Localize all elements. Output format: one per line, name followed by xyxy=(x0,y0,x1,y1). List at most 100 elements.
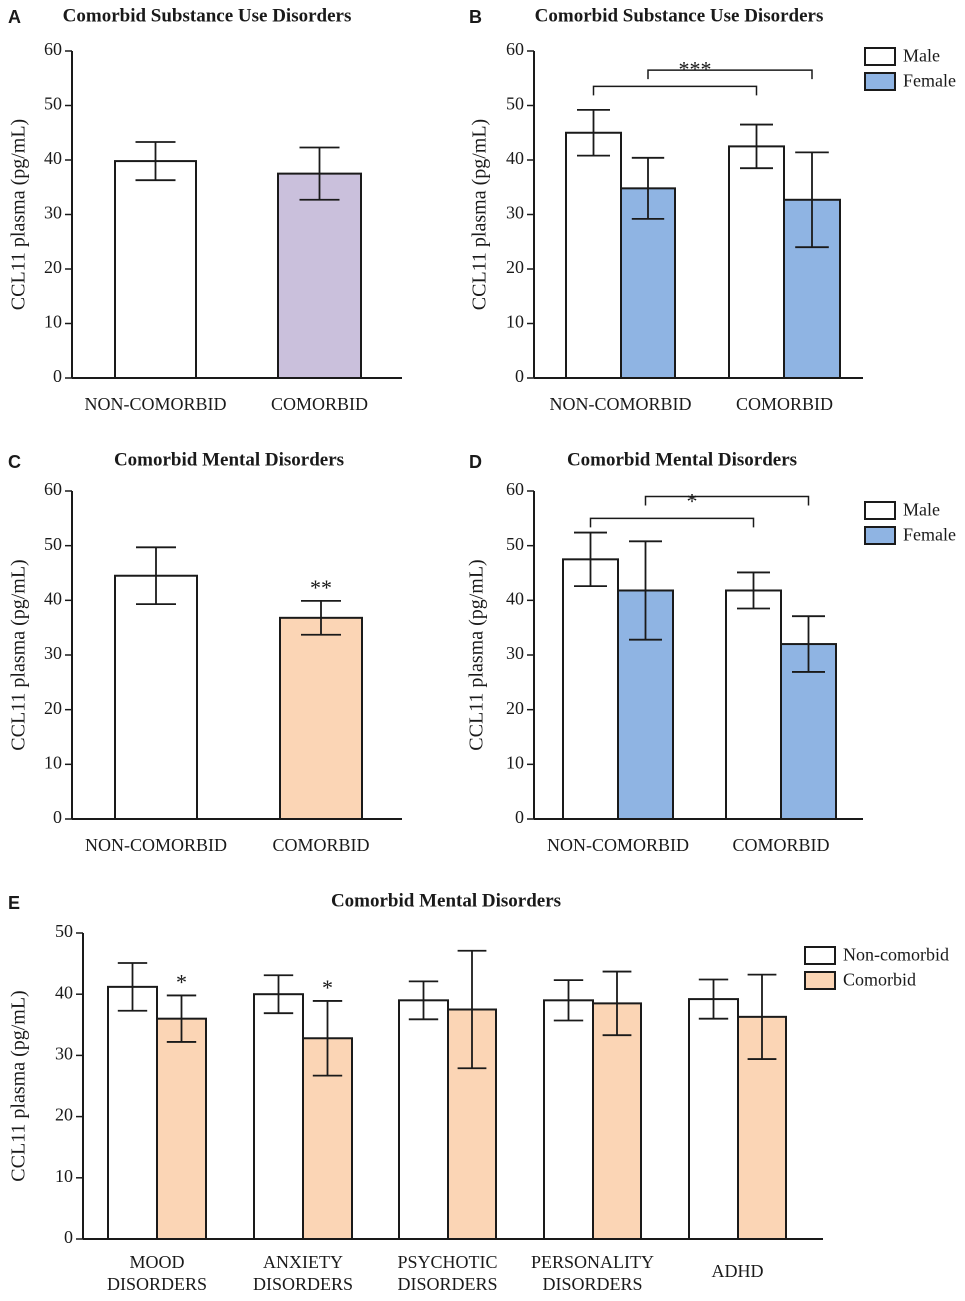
y-axis-label: CCL11 plasma (pg/mL) xyxy=(8,990,30,1181)
chart-title: Comorbid Substance Use Disorders xyxy=(535,5,824,26)
y-tick-label: 20 xyxy=(44,698,62,718)
bar-all-0 xyxy=(114,160,197,379)
x-category-line: COMORBID xyxy=(271,394,368,414)
y-tick-label: 40 xyxy=(506,588,524,608)
panel-c: C Comorbid Mental Disorders CCL11 plasma (… xyxy=(8,449,402,855)
y-tick-label: 0 xyxy=(53,807,62,827)
legend-label: Non-comorbid xyxy=(843,945,949,965)
y-tick-label: 10 xyxy=(506,752,524,772)
y-tick-label: 60 xyxy=(44,39,62,59)
bar-non-comorbid-0 xyxy=(107,985,158,1241)
legend-swatch xyxy=(864,72,896,91)
panel-b: B Comorbid Substance Use Disorders CCL11 p… xyxy=(469,5,956,414)
x-category-label: COMORBID xyxy=(271,394,368,414)
x-category-label: COMORBID xyxy=(732,835,829,855)
x-category-label: PSYCHOTIC DISORDERS xyxy=(397,1252,497,1294)
legend-swatch xyxy=(864,526,896,545)
chart-title: Comorbid Substance Use Disorders xyxy=(63,5,352,26)
y-tick-label: 60 xyxy=(506,479,524,499)
significance-bracket xyxy=(589,517,755,528)
y-tick-label: 30 xyxy=(506,203,524,223)
y-tick-label: 50 xyxy=(44,94,62,114)
y-tick-label: 0 xyxy=(515,807,524,827)
y-tick-label: 60 xyxy=(506,39,524,59)
y-tick-label: 0 xyxy=(53,366,62,386)
x-category-line: ADHD xyxy=(712,1261,764,1281)
y-tick-label: 30 xyxy=(55,1044,73,1064)
x-category-line: DISORDERS xyxy=(542,1274,642,1294)
bar-female-1 xyxy=(783,198,841,379)
y-tick-label: 20 xyxy=(44,257,62,277)
x-category-line: DISORDERS xyxy=(397,1274,497,1294)
bar-female-1 xyxy=(780,643,837,820)
bar-comorbid-3 xyxy=(592,1002,642,1240)
bar-non-comorbid-2 xyxy=(398,999,449,1240)
panel-d: D Comorbid Mental Disorders CCL11 plasma (… xyxy=(466,449,956,855)
x-category-line: COMORBID xyxy=(272,835,369,855)
significance-marker: *** xyxy=(679,56,712,81)
panel-e: E Comorbid Mental Disorders CCL11 plasma (… xyxy=(8,890,949,1294)
y-tick-label: 30 xyxy=(44,203,62,223)
legend-swatch xyxy=(804,971,836,990)
y-tick-label: 40 xyxy=(44,148,62,168)
y-axis-label: CCL11 plasma (pg/mL) xyxy=(469,119,491,310)
legend-swatch xyxy=(864,501,896,520)
significance-bracket xyxy=(644,495,810,506)
y-tick-label: 20 xyxy=(506,257,524,277)
chart-title: Comorbid Mental Disorders xyxy=(114,449,344,470)
chart-title: Comorbid Mental Disorders xyxy=(331,890,561,911)
y-axis-label: CCL11 plasma (pg/mL) xyxy=(466,559,488,750)
significance-marker: * xyxy=(176,969,187,994)
x-category-line: PERSONALITY xyxy=(531,1252,654,1272)
legend-label: Comorbid xyxy=(843,970,916,990)
y-tick-label: 30 xyxy=(44,643,62,663)
y-tick-label: 40 xyxy=(44,588,62,608)
y-tick-label: 20 xyxy=(55,1105,73,1125)
bar-all-1 xyxy=(279,616,363,820)
x-category-line: NON-COMORBID xyxy=(85,835,227,855)
significance-bracket xyxy=(647,69,813,80)
y-tick-label: 50 xyxy=(506,534,524,554)
bar-all-1 xyxy=(277,172,362,379)
panel-label: E xyxy=(8,893,20,913)
x-category-line: MOOD xyxy=(129,1252,184,1272)
significance-marker: ** xyxy=(310,575,332,600)
y-tick-label: 0 xyxy=(64,1227,73,1247)
bar-male-1 xyxy=(725,589,782,821)
panel-label: C xyxy=(8,452,21,472)
bar-non-comorbid-3 xyxy=(543,999,594,1240)
legend-label: Male xyxy=(903,46,940,66)
significance-marker: * xyxy=(322,975,333,1000)
x-category-label: NON-COMORBID xyxy=(85,835,227,855)
panel-label: D xyxy=(469,452,482,472)
x-category-line: ANXIETY xyxy=(263,1252,343,1272)
x-category-label: MOOD DISORDERS xyxy=(107,1252,207,1294)
x-category-line: DISORDERS xyxy=(253,1274,353,1294)
x-category-line: NON-COMORBID xyxy=(547,835,689,855)
legend-label: Female xyxy=(903,71,956,91)
bar-comorbid-0 xyxy=(156,1017,207,1240)
chart-title: Comorbid Mental Disorders xyxy=(567,449,797,470)
x-category-line: COMORBID xyxy=(732,835,829,855)
bar-female-0 xyxy=(620,187,676,379)
x-category-line: NON-COMORBID xyxy=(84,394,226,414)
panel-label: A xyxy=(8,7,21,27)
x-category-line: DISORDERS xyxy=(107,1274,207,1294)
bar-non-comorbid-1 xyxy=(253,993,304,1241)
x-category-label: ANXIETY DISORDERS xyxy=(253,1252,353,1294)
x-category-label: NON-COMORBID xyxy=(547,835,689,855)
y-tick-label: 20 xyxy=(506,698,524,718)
y-tick-label: 10 xyxy=(55,1166,73,1186)
panel-a: A Comorbid Substance Use Disorders CCL11 p… xyxy=(8,5,402,414)
bar-all-0 xyxy=(114,574,198,820)
x-category-line: PSYCHOTIC xyxy=(397,1252,497,1272)
x-category-label: ADHD xyxy=(712,1261,764,1281)
legend-swatch xyxy=(864,47,896,66)
y-tick-label: 0 xyxy=(515,366,524,386)
y-tick-label: 10 xyxy=(44,312,62,332)
x-category-label: COMORBID xyxy=(272,835,369,855)
bar-male-0 xyxy=(562,558,619,820)
y-tick-label: 10 xyxy=(44,752,62,772)
legend-label: Male xyxy=(903,500,940,520)
y-tick-label: 50 xyxy=(506,94,524,114)
